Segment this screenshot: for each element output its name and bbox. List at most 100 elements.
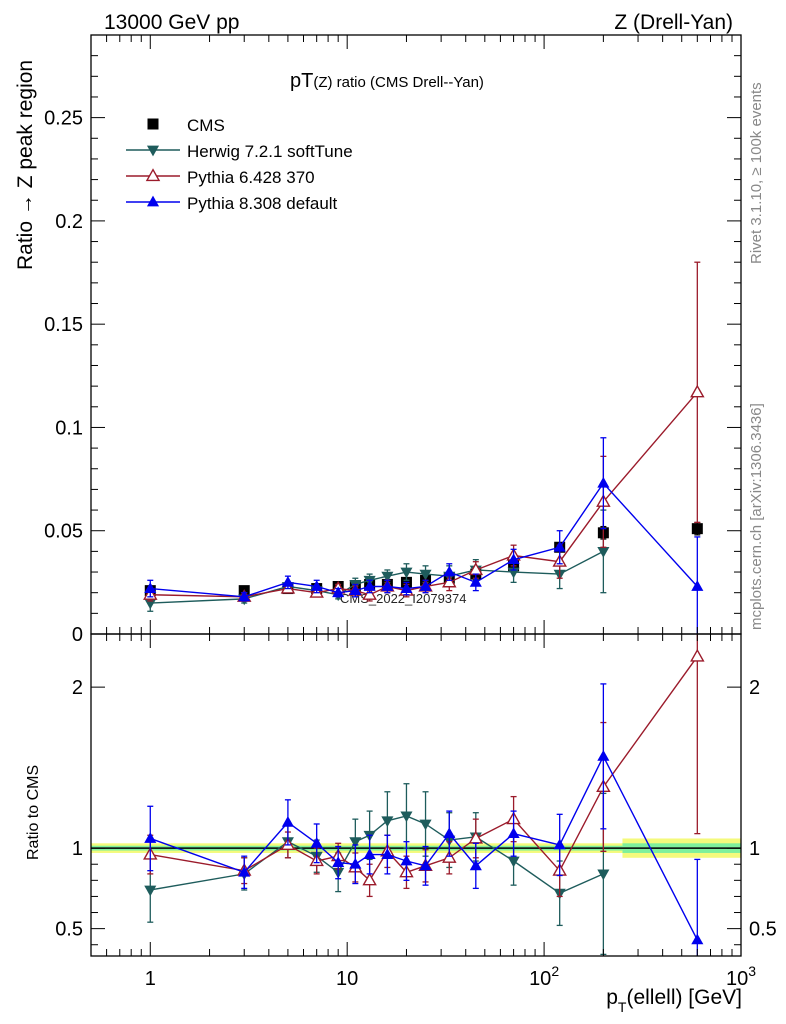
- ratio-reference-band: [91, 838, 741, 858]
- legend-label: CMS: [187, 116, 225, 135]
- data-point: [362, 587, 377, 600]
- x-axis-label-rest: (ellell) [GeV]: [626, 986, 742, 1009]
- main-y-tick-label: 0: [72, 624, 83, 646]
- data-point: [381, 848, 394, 859]
- legend-item-herwig-7-2-1-softtune: Herwig 7.2.1 softTune: [126, 142, 353, 161]
- data-point: [419, 819, 432, 831]
- main-y-tick-label: 0.25: [44, 108, 83, 130]
- data-point: [691, 523, 703, 535]
- data-point: [349, 837, 362, 849]
- data-point: [281, 576, 294, 587]
- x-axis-label: pT(ellell) [GeV]: [606, 986, 742, 1015]
- x-axis-label-main: p: [606, 986, 618, 1009]
- main-y-tick-label: 0.2: [55, 211, 83, 233]
- data-point: [238, 865, 251, 877]
- data-point: [691, 580, 704, 591]
- main-y-tick-label: 0.1: [55, 417, 83, 439]
- data-point: [400, 811, 413, 823]
- legend-label: Pythia 8.308 default: [187, 194, 338, 213]
- ratio-series-pythia-8-308-default: [144, 683, 704, 956]
- main-y-tick-label: 0.15: [44, 314, 83, 336]
- series-line: [150, 754, 698, 941]
- data-point: [144, 832, 157, 843]
- data-point: [400, 567, 413, 579]
- ratio-y-tick-label-right: 0.5: [749, 919, 777, 941]
- main-panel-data: [143, 261, 705, 634]
- header-left-label: 13000 GeV pp: [104, 11, 239, 34]
- main-series-pythia-6-428-370: [143, 261, 705, 602]
- data-point: [597, 476, 610, 488]
- data-point: [381, 580, 394, 591]
- data-point: [332, 586, 345, 598]
- series-line: [150, 656, 698, 882]
- data-point: [400, 582, 413, 593]
- data-point: [400, 854, 413, 866]
- series-line: [150, 482, 698, 598]
- ratio-y-tick-label-left: 2: [72, 677, 83, 699]
- data-point: [362, 872, 377, 886]
- data-point: [507, 856, 520, 868]
- x-axis-label-sub: T: [618, 999, 627, 1015]
- legend-label: Herwig 7.2.1 softTune: [187, 142, 353, 161]
- data-point: [443, 565, 456, 577]
- ratio-y-tick-label-left: 0.5: [55, 919, 83, 941]
- ratio-panel-frame: [90, 633, 742, 957]
- main-series-pythia-8-308-default: [144, 437, 704, 634]
- main-y-axis-label: Ratio → Z peak region: [14, 60, 37, 270]
- data-point: [442, 574, 457, 588]
- data-point: [419, 580, 432, 591]
- data-point: [507, 827, 520, 839]
- ratio-series-pythia-6-428-370: [143, 634, 705, 898]
- data-point: [469, 859, 482, 871]
- data-point: [381, 571, 394, 583]
- x-tick-label-base: 10: [336, 968, 358, 990]
- series-line: [150, 391, 698, 598]
- data-point: [144, 598, 157, 610]
- data-point: [553, 540, 566, 552]
- legend: CMS Herwig 7.2.1 softTune Pythia 6.428 370…: [126, 116, 353, 213]
- data-point: [597, 869, 610, 881]
- header-right-label: Z (Drell-Yan): [614, 11, 733, 34]
- data-point: [690, 648, 705, 662]
- data-point: [597, 750, 610, 761]
- legend-item-pythia-8-308-default: Pythia 8.308 default: [126, 194, 338, 213]
- data-point: [310, 580, 323, 591]
- ratio-y-tick-label-right: 2: [749, 677, 760, 699]
- data-point: [443, 827, 456, 839]
- data-point: [469, 576, 482, 587]
- ratio-y-tick-label-right: 1: [749, 838, 760, 860]
- data-point: [419, 569, 432, 581]
- axes-frames: 00.050.10.150.20.250.5 0.51 12 21 10 102 103: [44, 34, 777, 990]
- mcplots-label: mcplots.cern.ch [arXiv:1306.3436]: [748, 403, 765, 630]
- data-point: [238, 590, 251, 602]
- legend-marker: [146, 195, 160, 207]
- data-point: [381, 816, 394, 828]
- data-point: [349, 584, 362, 596]
- data-point: [349, 857, 362, 869]
- data-point: [332, 856, 345, 868]
- main-y-tick-label: 0.05: [44, 521, 83, 543]
- legend-marker: [145, 168, 161, 182]
- data-point: [363, 580, 376, 591]
- data-point: [691, 933, 704, 945]
- x-tick-label-exp: 3: [748, 963, 756, 979]
- data-point: [507, 553, 520, 565]
- data-point: [310, 836, 323, 848]
- legend-item-cms: CMS: [147, 116, 225, 135]
- x-tick-label: 102: [529, 963, 559, 990]
- main-plot-title-sub: (Z) ratio (CMS Drell--Yan): [313, 74, 484, 91]
- x-tick-label: 1: [145, 968, 156, 990]
- ratio-panel-data: [143, 634, 705, 956]
- data-point: [144, 885, 157, 897]
- data-point: [281, 816, 294, 827]
- data-point: [553, 838, 566, 850]
- main-plot-title-main: pT: [290, 70, 313, 92]
- data-point: [507, 567, 520, 579]
- legend-label: Pythia 6.428 370: [187, 168, 315, 187]
- x-tick-label: 10: [336, 968, 358, 990]
- legend-item-pythia-6-428-370: Pythia 6.428 370: [126, 168, 315, 187]
- data-point: [419, 859, 432, 871]
- x-tick-label: 103: [726, 963, 756, 990]
- x-tick-label-base: 10: [529, 968, 551, 990]
